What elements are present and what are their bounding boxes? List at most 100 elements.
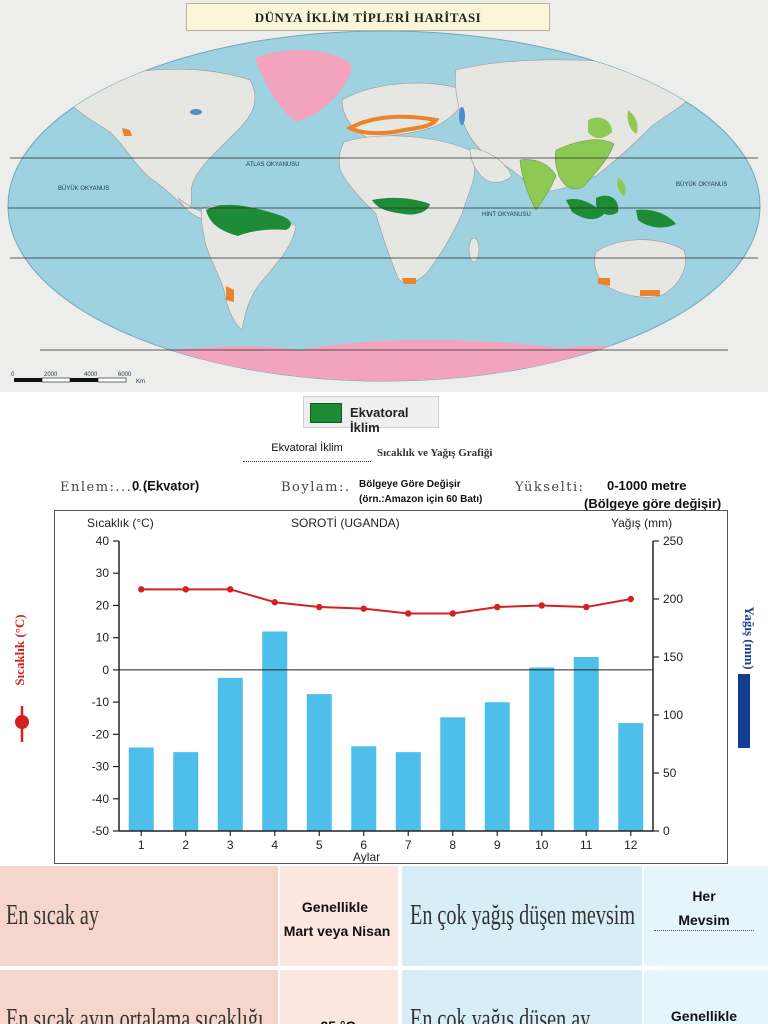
- climate-chart-svg: 403020100-10-20-30-40-502502001501005001…: [87, 516, 684, 863]
- table-cell-rainiest-month-answer: Genellikle: [644, 970, 768, 1024]
- graph-heading: Ekvatoral İklim Sıcaklık ve Yağış Grafiğ…: [243, 442, 563, 464]
- rain-bar-1: [128, 747, 154, 831]
- x-tick-label: 6: [360, 838, 367, 852]
- temperature-marker-icon: [15, 706, 29, 742]
- temp-tick-label: 30: [96, 566, 110, 580]
- temperature-side-label: Sıcaklık (°C): [10, 600, 34, 750]
- map-scale: 0 2000 4000 6000 Km: [11, 372, 145, 385]
- australia-sw-climate: [598, 278, 610, 286]
- legend-swatch-equatorial: [310, 403, 342, 423]
- madagascar: [468, 237, 480, 263]
- rainiest-season-answer-line2: Mevsim: [678, 912, 730, 928]
- hottest-month-answer-line2: Mart veya Nisan: [283, 923, 391, 939]
- scale-tick-2000: 2000: [44, 372, 58, 378]
- indonesia-equatorial: [566, 198, 604, 220]
- table-cell-hottest-temp-answer: 25 °C: [280, 970, 398, 1024]
- rain-tick-label: 200: [663, 592, 683, 606]
- rain-bar-3: [217, 677, 243, 831]
- rain-bar-6: [351, 746, 377, 831]
- temp-point-5: [316, 603, 323, 611]
- rain-bar-4: [262, 631, 288, 831]
- temperature-side-text: Sıcaklık (°C): [12, 614, 27, 686]
- temp-point-6: [360, 605, 367, 612]
- chart-ylabel-right: Yağış (mm): [611, 516, 672, 530]
- latitude-lines: [8, 157, 760, 351]
- rain-bar-11: [573, 657, 599, 831]
- temp-tick-label: -30: [92, 760, 110, 774]
- scale-tick-4000: 4000: [84, 372, 98, 378]
- rainiest-season-answer-line1: Her: [692, 888, 716, 904]
- greenland: [255, 50, 352, 122]
- longitude-value-line1: Bölgeye Göre Değişir: [359, 479, 461, 490]
- rainiest-month-question: En çok yağış düşen ay: [410, 1004, 591, 1024]
- x-tick-label: 12: [624, 838, 638, 852]
- rain-bar-7: [395, 752, 421, 831]
- temp-tick-label: -50: [92, 824, 110, 838]
- chart-xlabel: Aylar: [353, 850, 380, 863]
- latitude-value: 0 (Ekvator): [132, 478, 200, 493]
- latitude-label: Enlem:............: [60, 480, 184, 495]
- x-tick-label: 1: [138, 838, 145, 852]
- table-cell-hottest-month-question: En sıcak ay: [0, 866, 278, 966]
- temp-tick-label: 0: [102, 663, 109, 677]
- label-pacific-east: BÜYÜK OKYANUS: [676, 181, 727, 188]
- scale-unit: Km: [136, 379, 145, 385]
- temp-point-3: [227, 586, 234, 593]
- answer-dots: [654, 930, 754, 931]
- longitude-value-line2: (örn.:Amazon için 60 Batı): [359, 494, 483, 505]
- hottest-month-answer-line1: Genellikle: [301, 899, 369, 915]
- temp-tick-label: 10: [96, 631, 110, 645]
- australia-se-climate: [640, 290, 660, 296]
- altitude-label: Yükselti:: [515, 480, 585, 495]
- temperature-line: [141, 588, 631, 615]
- chart-plot-area: 403020100-10-20-30-40-502502001501005001…: [92, 534, 684, 852]
- map-title: DÜNYA İKLİM TİPLERİ HARİTASI: [186, 3, 550, 31]
- congo-equatorial: [372, 197, 430, 215]
- temp-tick-label: 40: [96, 534, 110, 548]
- x-tick-label: 7: [405, 838, 412, 852]
- rainfall-legend-swatch: [738, 674, 750, 748]
- altitude-value-line1: 0-1000 metre: [607, 478, 687, 493]
- california-climate: [122, 128, 132, 136]
- graph-heading-climate: Ekvatoral İklim: [243, 442, 371, 462]
- rain-bar-8: [440, 717, 466, 831]
- longitude-label: Boylam:.: [281, 480, 351, 495]
- rain-tick-label: 0: [663, 824, 670, 838]
- table-cell-hottest-temp-question: En sıcak ayın ortalama sıcaklığı: [0, 970, 278, 1024]
- temp-tick-label: -20: [92, 727, 110, 741]
- hottest-month-question: En sıcak ay: [6, 900, 99, 931]
- chart-title: SOROTİ (UGANDA): [291, 516, 400, 530]
- lakes: [190, 109, 202, 115]
- rain-tick-label: 250: [663, 534, 683, 548]
- temp-point-11: [583, 603, 590, 611]
- x-tick-label: 8: [449, 838, 456, 852]
- legend-label: Ekvatoral İklim: [350, 405, 409, 435]
- rain-bar-2: [173, 752, 199, 831]
- philippines: [617, 178, 626, 196]
- temp-point-9: [494, 603, 501, 611]
- temp-point-2: [182, 586, 189, 593]
- rain-tick-label: 150: [663, 650, 683, 664]
- rain-bar-9: [484, 702, 510, 831]
- graph-heading-suffix: Sıcaklık ve Yağış Grafiği: [377, 447, 493, 459]
- south-africa-climate: [402, 278, 416, 284]
- antarctica: [8, 339, 760, 381]
- x-tick-label: 9: [494, 838, 501, 852]
- climate-chart: 40 30 20 10 0 -10 -20 -30 -40 -50 250 200 150 100 50 0 1…: [54, 510, 728, 864]
- x-tick-label: 11: [580, 838, 593, 852]
- chart-ylabel-left: Sıcaklık (°C): [87, 516, 154, 530]
- temp-point-7: [405, 610, 412, 617]
- arabia: [469, 147, 513, 183]
- temp-point-8: [449, 610, 456, 617]
- temp-point-4: [271, 599, 278, 606]
- label-atlas-ocean: ATLAS OKYANUSU: [246, 162, 299, 168]
- climate-map: ATLAS OKYANUSU BÜYÜK OKYANUS BÜYÜK OKYAN…: [0, 0, 768, 392]
- north-america: [57, 68, 256, 211]
- borneo-equatorial: [596, 195, 619, 215]
- temp-point-10: [538, 602, 545, 609]
- table-cell-rainiest-month-question: En çok yağış düşen ay: [402, 970, 642, 1024]
- mediterranean-climate: [345, 114, 440, 136]
- x-tick-label: 2: [182, 838, 189, 852]
- table-cell-hottest-month-answer: Genellikle Mart veya Nisan: [280, 866, 398, 966]
- caspian: [459, 107, 465, 125]
